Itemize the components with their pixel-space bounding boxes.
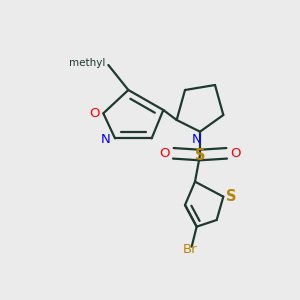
Text: S: S (195, 148, 205, 163)
Text: N: N (101, 133, 111, 146)
Text: S: S (226, 189, 236, 204)
Text: N: N (192, 133, 202, 146)
Text: O: O (89, 107, 100, 120)
Text: O: O (160, 147, 170, 160)
Text: Br: Br (183, 243, 197, 256)
Text: O: O (230, 147, 240, 160)
Text: methyl: methyl (69, 58, 105, 68)
